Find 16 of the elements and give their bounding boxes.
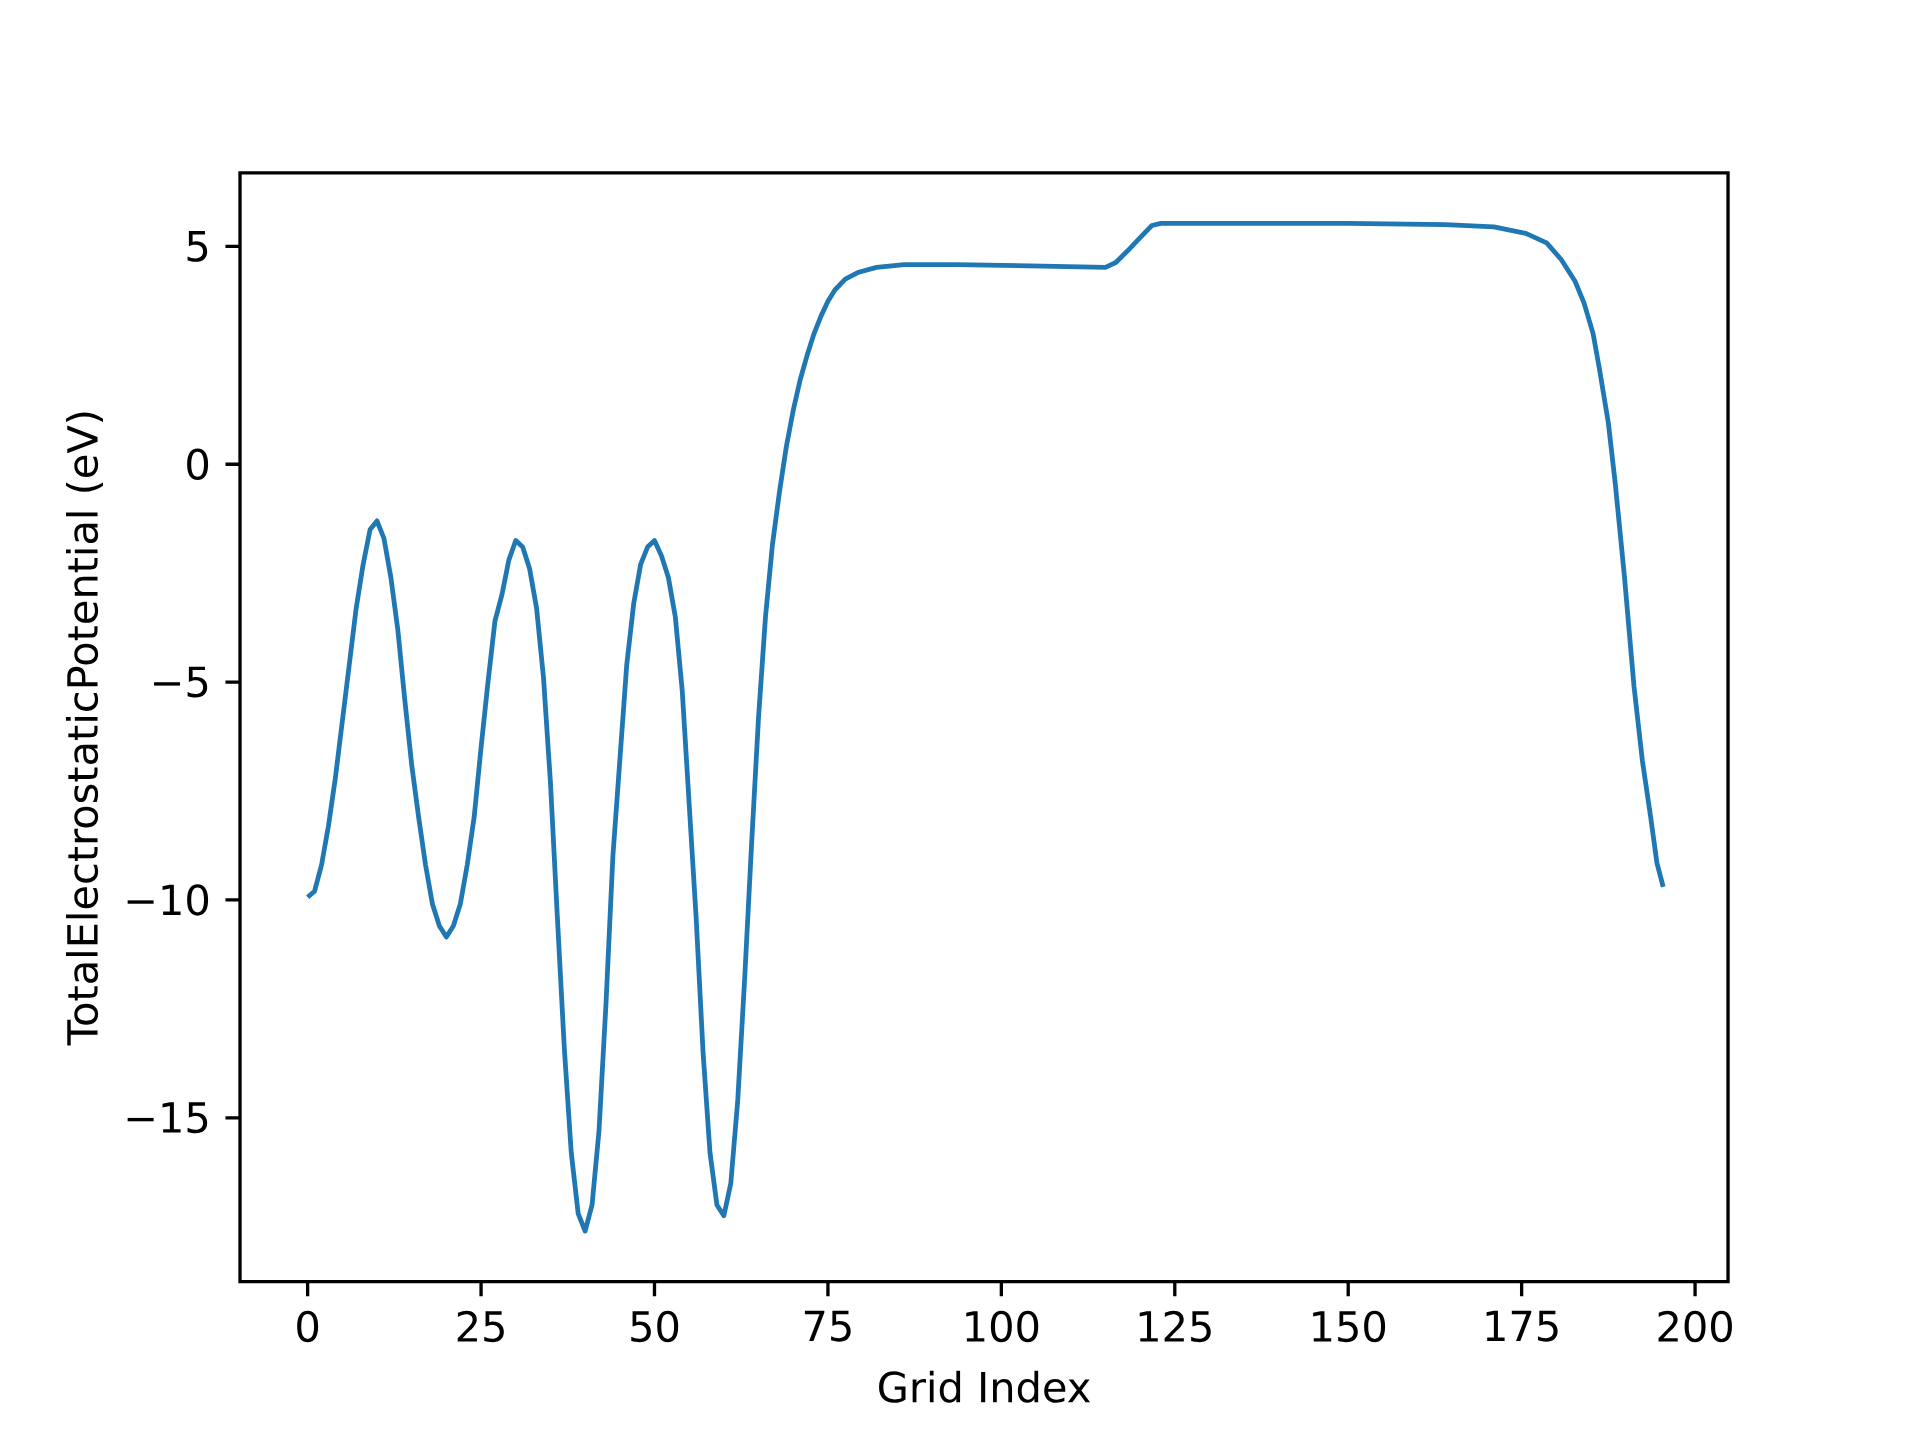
x-tick-label: 125 [1139,1310,1211,1343]
x-tick-label: 100 [966,1310,1039,1343]
x-tick-label: 0 [297,1310,319,1343]
x-axis-title: Grid Index [879,1370,1091,1403]
y-tick-label: −15 [127,1102,208,1134]
y-tick-label: 0 [187,448,209,480]
y-tick-label: 5 [187,230,208,262]
y-tick-label: −5 [154,666,208,698]
x-tick-label: 50 [631,1310,679,1343]
y-axis-title: TotalElectrostaticPotential (eV) [65,412,103,1046]
x-tick-label: 175 [1486,1310,1558,1342]
x-tick-label: 75 [804,1310,851,1342]
x-tick-label: 150 [1313,1310,1386,1343]
x-tick-label: 25 [457,1310,504,1343]
y-tick-label: −10 [127,884,209,916]
x-tick-label: 200 [1658,1310,1732,1343]
